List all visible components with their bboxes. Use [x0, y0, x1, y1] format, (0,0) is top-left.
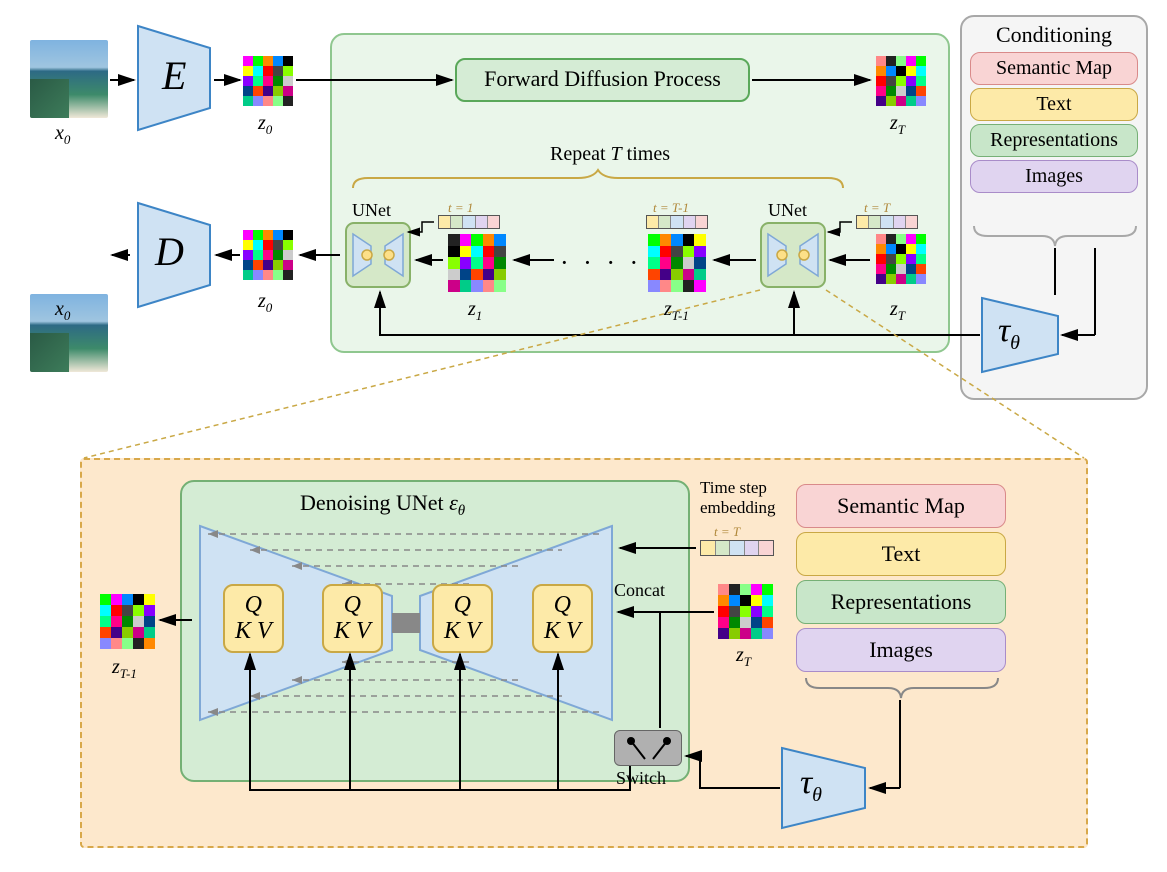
qkv-3: QK V [432, 584, 493, 653]
zT-top-grid [876, 56, 926, 106]
label-z0-top: z0 [258, 112, 272, 138]
zTm1-detail-grid [100, 594, 155, 649]
z0-top-grid [243, 56, 293, 106]
label-zTm1: zT-1 [664, 298, 689, 324]
unet-left-shape [345, 222, 411, 288]
cond-repr-detail: Representations [796, 580, 1006, 624]
tau-label-detail: τθ [800, 764, 822, 802]
z0-bot-grid [243, 230, 293, 280]
concat-label: Concat [614, 580, 665, 601]
encoder-label: E [162, 52, 186, 99]
t1-strip [438, 215, 500, 229]
cond-semantic-detail: Semantic Map [796, 484, 1006, 528]
label-x0-bot: x0 [55, 298, 70, 324]
tau-trapezoid-detail [770, 738, 880, 838]
timestep-label: Time step embedding [700, 478, 776, 518]
conditioning-title: Conditioning [970, 22, 1138, 48]
detail-cond-panel: Semantic Map Text Representations Images [796, 480, 1006, 676]
label-z0-bot: z0 [258, 290, 272, 316]
tT-detail-strip [700, 540, 774, 556]
unet-right-label: UNet [768, 200, 807, 221]
tau-trapezoid-top [970, 288, 1070, 383]
tT-strip [856, 215, 918, 229]
input-image-top [30, 40, 108, 118]
zT-detail-grid [718, 584, 773, 639]
z1-grid [448, 234, 506, 292]
cond-repr: Representations [970, 124, 1138, 157]
cond-brace-detail [800, 674, 1004, 704]
switch-label: Switch [616, 768, 666, 789]
detail-title: Denoising UNet εθ [300, 490, 465, 516]
label-zT-top: zT [890, 112, 905, 138]
label-zT-detail: zT [736, 644, 751, 670]
decoder-label: D [155, 228, 184, 275]
cond-images-detail: Images [796, 628, 1006, 672]
forward-diffusion-box: Forward Diffusion Process [455, 58, 750, 102]
tTm1-strip [646, 215, 708, 229]
label-x0-top: x0 [55, 122, 70, 148]
switch-box [614, 730, 682, 766]
cond-text: Text [970, 88, 1138, 121]
label-zTm1-detail: zT-1 [112, 656, 137, 682]
dots: · · · · [560, 248, 642, 278]
label-zT-bot: zT [890, 298, 905, 324]
tT-detail-label: t = T [714, 524, 740, 540]
qkv-1: QK V [223, 584, 284, 653]
cond-brace-top [968, 222, 1142, 252]
zT-bot-grid [876, 234, 926, 284]
cond-images: Images [970, 160, 1138, 193]
qkv-4: QK V [532, 584, 593, 653]
label-z1: z1 [468, 298, 482, 324]
unet-left-label: UNet [352, 200, 391, 221]
cond-text-detail: Text [796, 532, 1006, 576]
zTm1-grid [648, 234, 706, 292]
t1-label: t = 1 [448, 200, 473, 216]
tT-label: t = T [864, 200, 890, 216]
tTm1-label: t = T-1 [653, 200, 689, 216]
tau-label-top: τθ [998, 312, 1020, 350]
cond-semantic: Semantic Map [970, 52, 1138, 85]
repeat-brace [348, 168, 848, 192]
qkv-2: QK V [322, 584, 383, 653]
unet-right-shape [760, 222, 826, 288]
repeat-label: Repeat T times [550, 143, 670, 166]
